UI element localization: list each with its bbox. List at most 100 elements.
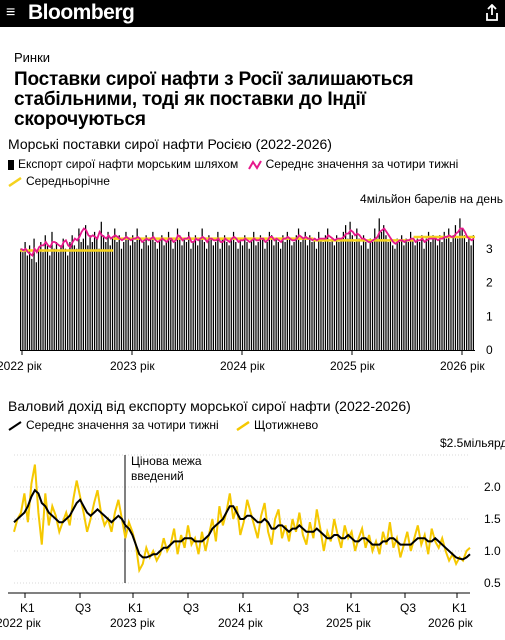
chart1-bar <box>369 238 371 350</box>
chart1-bar <box>105 242 107 350</box>
chart1-bar <box>170 238 172 350</box>
chart1-bar <box>20 248 22 350</box>
chart1-bar <box>24 242 26 350</box>
chart1-bar <box>223 235 226 350</box>
bloomberg-logo[interactable]: Bloomberg <box>28 1 135 24</box>
legend-label-bars: Експорт сирої нафти морським шляхом <box>18 157 239 171</box>
chart1-bar <box>275 238 277 350</box>
chart1-legend: Експорт сирої нафти морським шляхом Сере… <box>8 157 503 191</box>
chart1-bar <box>421 235 423 350</box>
chart1-bar <box>138 238 141 350</box>
chart2-quarter-label: K1 <box>452 601 467 615</box>
chart1-bar <box>114 228 116 350</box>
chart1-bar <box>392 245 394 350</box>
legend-item-bars: Експорт сирої нафти морським шляхом <box>8 157 238 171</box>
chart1-bar <box>85 225 87 350</box>
section-label[interactable]: Ринки <box>14 50 51 65</box>
chart1-bar <box>439 235 441 350</box>
legend-label-avg4w-revenue: Середнє значення за чотири тижні <box>26 418 219 432</box>
chart1-bar <box>183 238 185 350</box>
chart2-year-label: 2024 рік <box>218 616 263 630</box>
chart1-bar <box>472 235 474 350</box>
chart1-bar <box>102 235 105 350</box>
chart2-quarter-label: Q3 <box>75 601 91 615</box>
chart1-bar <box>145 235 147 350</box>
chart1-bar <box>174 242 176 350</box>
chart1-bar <box>425 238 427 350</box>
chart1-bar <box>176 228 179 350</box>
chart1-bar <box>280 248 282 350</box>
chart1-bar <box>143 242 145 350</box>
chart1-y-tick: 2 <box>486 276 493 290</box>
chart1-bar <box>412 238 414 350</box>
chart1-bar <box>141 248 143 350</box>
chart2-annotation-label: Цінова межа <box>131 454 202 468</box>
chart1-bar <box>445 238 448 350</box>
chart1-bar <box>237 248 239 350</box>
chart1-bar <box>87 245 89 350</box>
chart1-bar <box>340 238 342 350</box>
chart1-x-label: 2023 рік <box>110 359 155 373</box>
chart1-bar <box>232 231 235 350</box>
chart1-title: Морські поставки сирої нафти Росією (202… <box>8 136 332 152</box>
chart1-bar <box>172 248 174 350</box>
chart1-bar <box>136 228 138 350</box>
chart1-x-label: 2024 рік <box>220 359 265 373</box>
chart2-year-label: 2023 рік <box>110 616 155 630</box>
chart1-bar <box>150 238 152 350</box>
chart1-bar <box>284 242 286 350</box>
chart2-quarter-label: K1 <box>238 601 253 615</box>
chart1-bar <box>277 242 279 350</box>
chart1-bar <box>248 248 250 350</box>
chart1-bar <box>376 238 378 350</box>
chart1-bar <box>271 235 273 350</box>
chart2-quarter-label: K1 <box>346 601 361 615</box>
chart1-bar <box>239 238 241 350</box>
chart1-bar <box>123 242 125 350</box>
chart2-y-tick: 2.0 <box>484 480 501 494</box>
legend-swatch-avg4w <box>247 159 262 170</box>
chart1-bar <box>457 238 459 350</box>
chart1-bar <box>118 235 120 350</box>
chart1-bar <box>358 238 360 350</box>
legend-item-weekly: Щотижнево <box>236 418 318 432</box>
chart2-y-tick: 1.5 <box>484 512 501 526</box>
chart1-bar <box>396 238 398 350</box>
chart1-bar <box>349 221 351 350</box>
chart1-bar <box>33 238 35 350</box>
chart1-bar <box>418 242 421 350</box>
chart1-bar <box>199 238 201 350</box>
share-icon[interactable] <box>485 3 499 27</box>
chart1-plot: 4мільйон барелів на день 3 2 1 0 2022 рік 20… <box>0 192 503 373</box>
chart2-title: Валовий дохід від експорту морської сиро… <box>8 398 411 414</box>
chart1-bar <box>73 245 76 350</box>
chart1-bar <box>441 242 443 350</box>
chart1-bar <box>210 238 212 350</box>
chart1-bar <box>69 242 71 350</box>
chart1-bar <box>93 231 96 350</box>
chart1-bar <box>410 231 412 350</box>
chart1-bar <box>427 231 430 350</box>
legend-item-avg4w-revenue: Середнє значення за чотири тижні <box>8 418 219 432</box>
chart1-bar <box>163 245 165 350</box>
chart1-bar <box>78 228 80 350</box>
chart1-bar <box>443 231 445 350</box>
chart1-bar <box>76 248 78 350</box>
chart1-bar <box>463 235 466 350</box>
chart1-bar <box>132 235 134 350</box>
chart1-bar <box>436 245 439 350</box>
chart1-unit-label: 4мільйон барелів на день <box>360 192 503 206</box>
chart1-y-tick: 0 <box>486 343 493 357</box>
chart2-quarter-label: Q3 <box>183 601 199 615</box>
chart1-bar <box>82 238 84 350</box>
chart1-bar <box>147 245 149 350</box>
chart1-bar <box>448 228 450 350</box>
hamburger-menu-icon[interactable]: ≡ <box>6 4 16 21</box>
legend-swatch-avg4w-revenue <box>8 420 22 431</box>
chart1-bar <box>374 228 376 350</box>
chart1-bar <box>286 231 288 350</box>
chart1-x-label: 2026 рік <box>440 359 485 373</box>
chart1-bar <box>336 235 338 350</box>
chart1-bar <box>295 235 297 350</box>
chart1-bar <box>401 235 403 350</box>
